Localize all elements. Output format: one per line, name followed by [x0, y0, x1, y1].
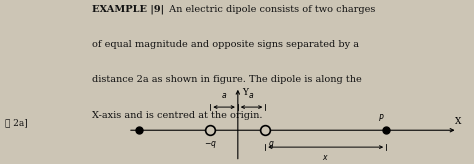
Text: X-axis and is centred at the origin.: X-axis and is centred at the origin.	[92, 111, 263, 120]
Text: ≲ 2a]: ≲ 2a]	[5, 118, 27, 127]
Text: $P$: $P$	[378, 112, 384, 123]
Text: $-q$: $-q$	[204, 139, 217, 150]
Text: EXAMPLE |9|: EXAMPLE |9|	[92, 5, 164, 14]
Text: $x$: $x$	[322, 153, 329, 162]
Text: $a$: $a$	[221, 91, 227, 100]
Text: of equal magnitude and opposite signs separated by a: of equal magnitude and opposite signs se…	[92, 40, 359, 49]
Text: Y: Y	[242, 88, 248, 97]
Text: $a$: $a$	[248, 91, 255, 100]
Text: distance 2a as shown in figure. The dipole is along the: distance 2a as shown in figure. The dipo…	[92, 75, 362, 84]
Text: $q$: $q$	[267, 139, 274, 150]
Text: An electric dipole consists of two charges: An electric dipole consists of two charg…	[166, 5, 375, 14]
Text: X: X	[455, 117, 461, 126]
